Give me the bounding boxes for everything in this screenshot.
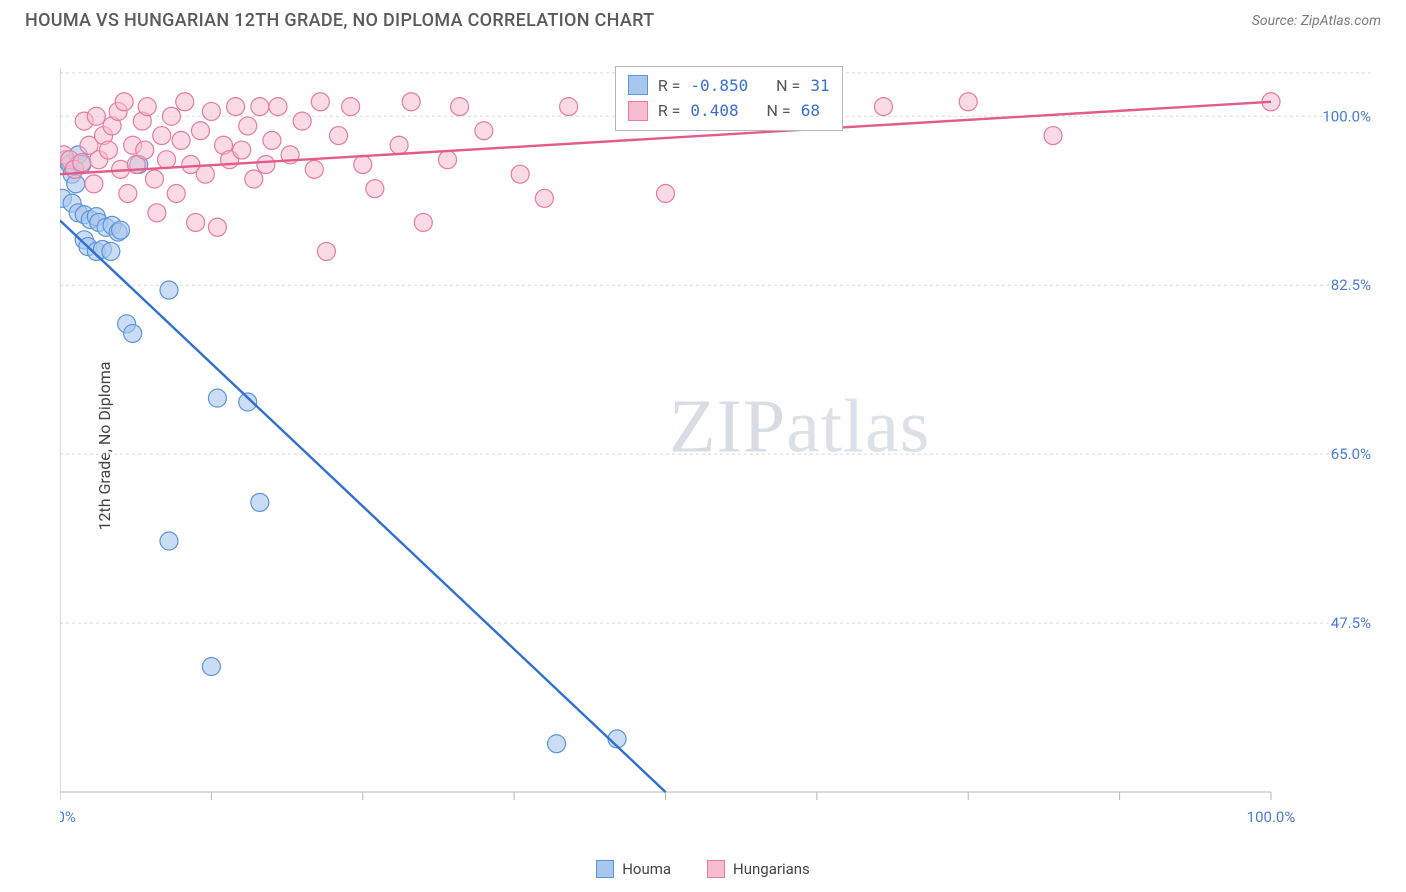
- stat-r-label: R =: [658, 98, 681, 124]
- stat-n-value: 68: [801, 98, 820, 124]
- data-point: [99, 141, 117, 159]
- data-point: [202, 102, 220, 120]
- data-point: [112, 221, 130, 239]
- legend-swatch: [628, 101, 648, 121]
- stat-r-value: -0.850: [690, 73, 748, 99]
- bottom-legend: Houma Hungarians: [0, 860, 1406, 878]
- legend-label: Hungarians: [733, 860, 810, 878]
- data-point: [366, 180, 384, 198]
- data-point: [269, 98, 287, 116]
- y-tick-label: 82.5%: [1331, 276, 1371, 294]
- data-point: [233, 141, 251, 159]
- source-citation: Source: ZipAtlas.com: [1252, 13, 1381, 29]
- data-point: [511, 165, 529, 183]
- chart-header: HOUMA VS HUNGARIAN 12TH GRADE, NO DIPLOM…: [0, 0, 1406, 37]
- data-point: [136, 141, 154, 159]
- data-point: [176, 93, 194, 111]
- data-point: [414, 213, 432, 231]
- data-point: [245, 170, 263, 188]
- data-point: [251, 493, 269, 511]
- data-point: [1044, 127, 1062, 145]
- data-point: [102, 242, 120, 260]
- data-point: [311, 93, 329, 111]
- data-point: [172, 131, 190, 149]
- y-tick-label: 47.5%: [1331, 614, 1371, 632]
- data-point: [959, 93, 977, 111]
- data-point: [202, 658, 220, 676]
- data-point: [124, 324, 142, 342]
- stat-n-label: N =: [776, 73, 800, 99]
- legend-item-houma: Houma: [596, 860, 671, 878]
- data-point: [167, 184, 185, 202]
- data-point: [251, 98, 269, 116]
- data-point: [158, 151, 176, 169]
- data-point: [293, 112, 311, 130]
- data-point: [160, 281, 178, 299]
- data-point: [153, 127, 171, 145]
- data-point: [148, 204, 166, 222]
- source-label: Source:: [1252, 13, 1301, 29]
- data-point: [85, 175, 103, 193]
- data-point: [191, 122, 209, 140]
- data-point: [402, 93, 420, 111]
- trend-line-houma: [60, 221, 666, 792]
- legend-label: Houma: [622, 860, 671, 878]
- stat-row-hungarians: R = 0.408 N = 68: [628, 98, 830, 124]
- stat-n-value: 31: [810, 73, 829, 99]
- data-point: [227, 98, 245, 116]
- data-point: [330, 127, 348, 145]
- data-point: [115, 93, 133, 111]
- data-point: [317, 242, 335, 260]
- legend-item-hungarians: Hungarians: [707, 860, 810, 878]
- data-point: [263, 131, 281, 149]
- data-point: [196, 165, 214, 183]
- chart-title: HOUMA VS HUNGARIAN 12TH GRADE, NO DIPLOM…: [25, 10, 654, 31]
- legend-swatch: [596, 860, 614, 878]
- data-point: [451, 98, 469, 116]
- stat-r-label: R =: [658, 73, 681, 99]
- legend-swatch: [628, 75, 648, 95]
- data-point: [208, 389, 226, 407]
- data-point: [257, 156, 275, 174]
- data-point: [390, 136, 408, 154]
- data-point: [208, 218, 226, 236]
- data-point: [535, 189, 553, 207]
- data-point: [874, 98, 892, 116]
- data-point: [560, 98, 578, 116]
- data-point: [87, 107, 105, 125]
- data-point: [187, 213, 205, 231]
- data-point: [657, 184, 675, 202]
- data-point: [73, 154, 91, 172]
- stats-legend-box: R = -0.850 N = 31R = 0.408 N = 68: [615, 66, 843, 131]
- data-point: [354, 156, 372, 174]
- stat-row-houma: R = -0.850 N = 31: [628, 73, 830, 99]
- stat-n-label: N =: [767, 98, 791, 124]
- data-point: [475, 122, 493, 140]
- legend-swatch: [707, 860, 725, 878]
- x-tick-label: 100.0%: [1247, 808, 1296, 826]
- y-tick-label: 65.0%: [1331, 445, 1371, 463]
- data-point: [342, 98, 360, 116]
- scatter-chart: 0.0% 100.0% 47.5% 65.0% 82.5% 100.0%: [60, 54, 1381, 832]
- data-point: [138, 98, 156, 116]
- data-point: [305, 160, 323, 178]
- series-houma: [60, 146, 626, 753]
- data-point: [239, 117, 257, 135]
- data-point: [162, 107, 180, 125]
- stat-r-value: 0.408: [690, 98, 738, 124]
- plot-area: ZIPatlas 0.0%100.0%47.5%65.0%82.5%100.0%…: [60, 54, 1381, 832]
- data-point: [119, 184, 137, 202]
- x-tick-label: 0.0%: [60, 808, 76, 826]
- y-tick-label: 100.0%: [1322, 107, 1371, 125]
- source-link[interactable]: ZipAtlas.com: [1301, 13, 1381, 29]
- data-point: [548, 735, 566, 753]
- data-point: [439, 151, 457, 169]
- data-point: [160, 532, 178, 550]
- data-point: [145, 170, 163, 188]
